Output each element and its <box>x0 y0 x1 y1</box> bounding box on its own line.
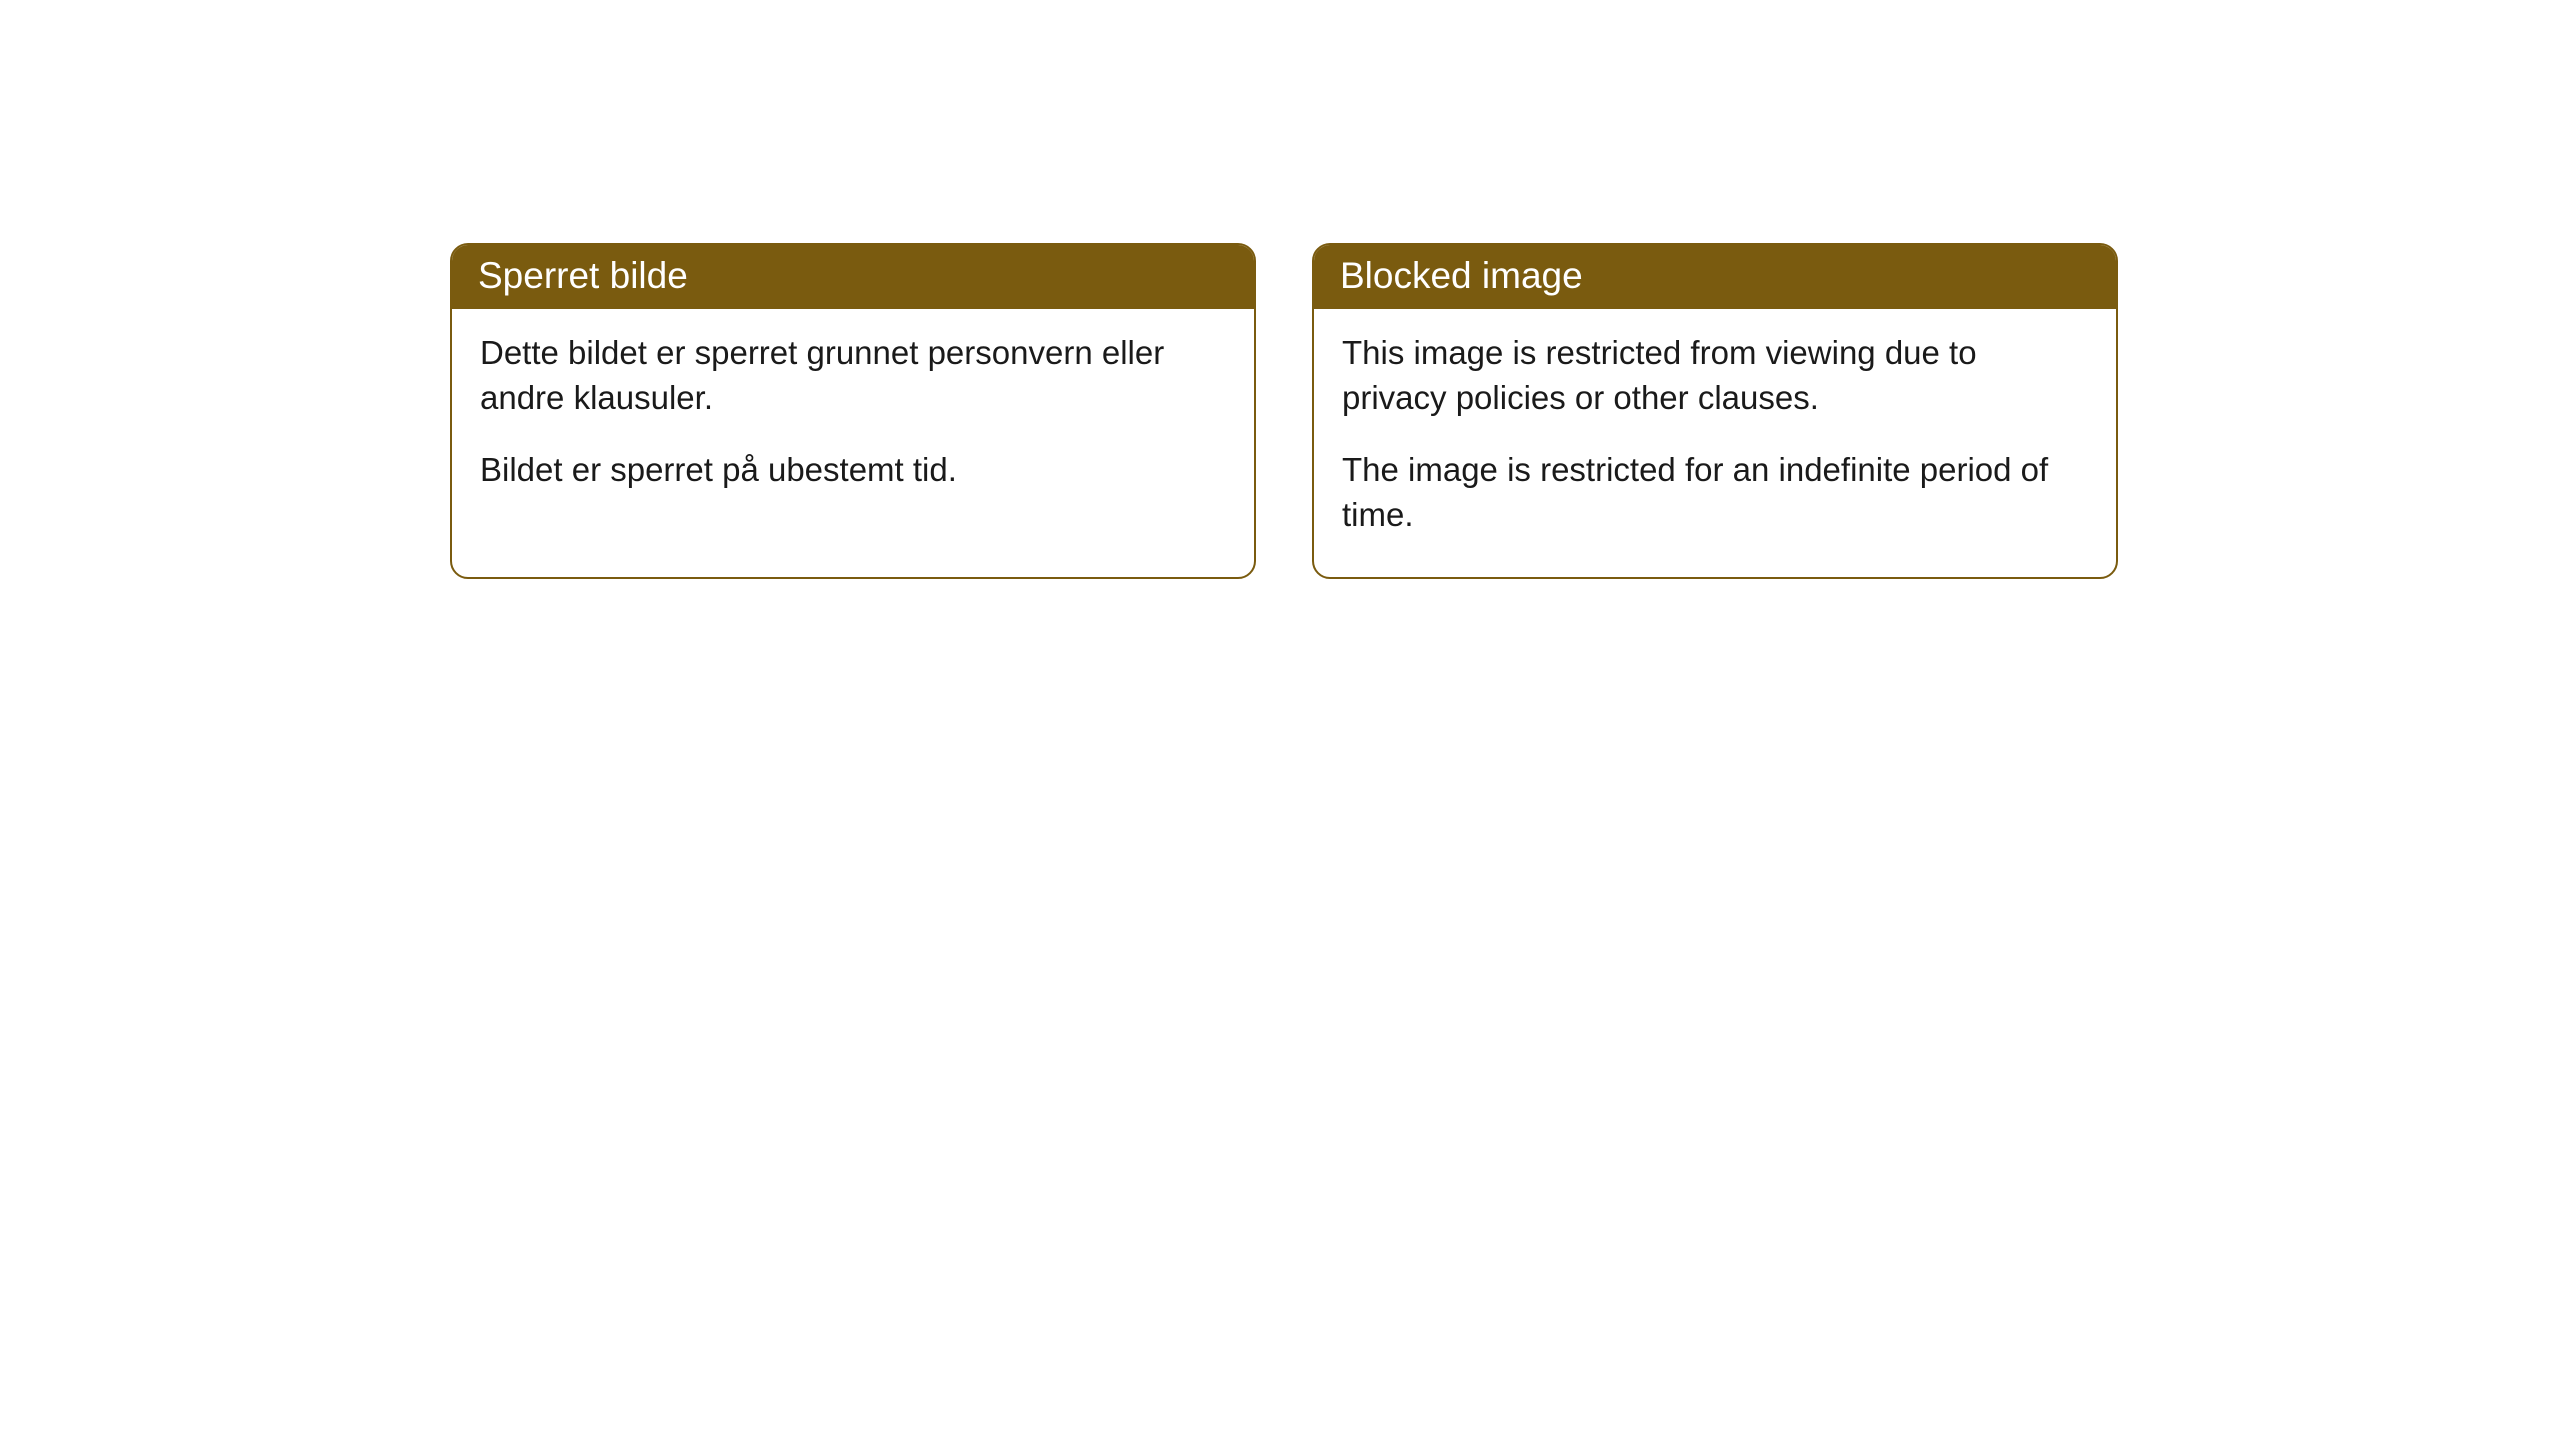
card-title: Blocked image <box>1340 255 1583 296</box>
card-body: This image is restricted from viewing du… <box>1314 309 2116 577</box>
card-title: Sperret bilde <box>478 255 688 296</box>
card-paragraph: Dette bildet er sperret grunnet personve… <box>480 331 1226 420</box>
card-paragraph: The image is restricted for an indefinit… <box>1342 448 2088 537</box>
blocked-image-card-norwegian: Sperret bilde Dette bildet er sperret gr… <box>450 243 1256 579</box>
blocked-image-card-english: Blocked image This image is restricted f… <box>1312 243 2118 579</box>
card-paragraph: Bildet er sperret på ubestemt tid. <box>480 448 1226 493</box>
card-header: Blocked image <box>1314 245 2116 309</box>
card-header: Sperret bilde <box>452 245 1254 309</box>
notice-cards-container: Sperret bilde Dette bildet er sperret gr… <box>0 0 2560 579</box>
card-paragraph: This image is restricted from viewing du… <box>1342 331 2088 420</box>
card-body: Dette bildet er sperret grunnet personve… <box>452 309 1254 533</box>
